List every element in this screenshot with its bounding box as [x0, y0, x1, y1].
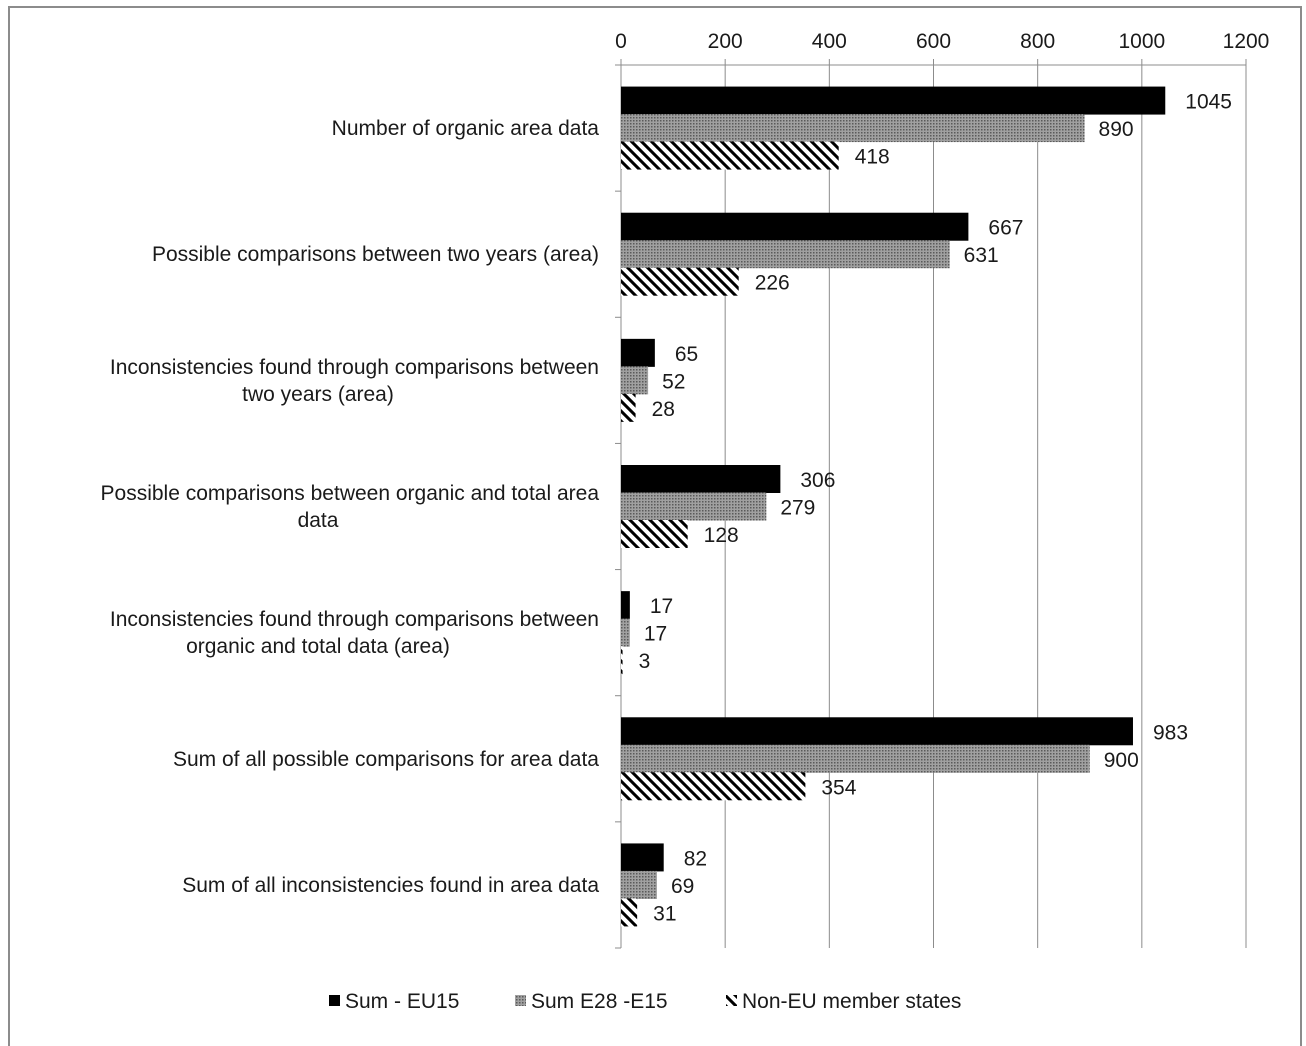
legend-swatch [726, 995, 737, 1006]
x-tick-label: 0 [615, 30, 627, 53]
category-label: Possible comparisons between organic and… [101, 482, 600, 505]
legend-label: Non-EU member states [742, 990, 961, 1013]
data-label: 1045 [1185, 91, 1232, 114]
legend-label: Sum - EU15 [345, 990, 459, 1013]
bar-sum-eu15 [621, 843, 664, 872]
data-label: 52 [662, 370, 685, 393]
category-label: Inconsistencies found through comparison… [110, 608, 599, 631]
data-label: 631 [964, 244, 999, 267]
bars [621, 86, 1166, 927]
bar-sum-e28-e15 [621, 492, 767, 521]
data-label: 900 [1104, 749, 1139, 772]
bar-non-eu-member-states [621, 898, 638, 927]
data-label: 983 [1153, 721, 1188, 744]
bar-non-eu-member-states [621, 520, 688, 548]
data-label: 667 [988, 217, 1023, 240]
bar-sum-e28-e15 [621, 240, 950, 269]
x-tick-label: 1000 [1118, 30, 1165, 53]
data-label: 3 [639, 650, 651, 673]
legend-swatch [515, 995, 526, 1006]
category-label: Possible comparisons between two years (… [152, 243, 599, 266]
bar-sum-eu15 [621, 86, 1166, 115]
data-label: 17 [650, 595, 673, 618]
category-label: Number of organic area data [332, 117, 600, 140]
category-label: data [298, 509, 339, 532]
bar-sum-e28-e15 [621, 870, 657, 899]
bar-non-eu-member-states [621, 772, 806, 801]
data-label: 128 [704, 524, 739, 547]
x-tick-label: 200 [708, 30, 743, 53]
labels: Number of organic area data 1045 890 418 Pos… [101, 91, 1232, 926]
data-label: 890 [1099, 118, 1134, 141]
bar-non-eu-member-states [621, 646, 623, 675]
bar-sum-eu15 [621, 465, 781, 493]
category-label: Inconsistencies found through comparison… [110, 356, 599, 379]
legend-label: Sum E28 -E15 [531, 990, 668, 1013]
bar-sum-e28-e15 [621, 618, 630, 647]
data-label: 65 [675, 343, 698, 366]
data-label: 226 [755, 272, 790, 295]
bar-sum-eu15 [621, 338, 655, 367]
x-tick-label: 400 [812, 30, 847, 53]
data-label: 17 [644, 623, 667, 646]
bar-sum-eu15 [621, 591, 630, 620]
data-label: 306 [800, 469, 835, 492]
bar-non-eu-member-states [621, 393, 636, 422]
bar-sum-e28-e15 [621, 366, 649, 395]
category-label: two years (area) [242, 383, 394, 406]
x-tick-label: 1200 [1223, 30, 1270, 53]
bar-sum-eu15 [621, 212, 969, 241]
legend-swatch [329, 995, 340, 1006]
bar-sum-e28-e15 [621, 114, 1085, 143]
data-label: 418 [855, 146, 890, 169]
legend: Sum - EU15 Sum E28 -E15 Non-EU member stat… [329, 990, 961, 1013]
bar-sum-e28-e15 [621, 744, 1090, 773]
bar-sum-eu15 [621, 717, 1133, 746]
x-tick-label: 800 [1020, 30, 1055, 53]
category-label: Sum of all possible comparisons for area… [173, 748, 599, 771]
data-label: 28 [652, 398, 675, 421]
data-label: 354 [821, 776, 856, 799]
category-label: organic and total data (area) [186, 635, 450, 658]
data-label: 69 [671, 875, 694, 898]
data-label: 82 [684, 847, 707, 870]
bar-non-eu-member-states [621, 141, 839, 170]
category-label: Sum of all inconsistencies found in area… [182, 874, 599, 897]
bar-non-eu-member-states [621, 267, 739, 296]
data-label: 31 [653, 902, 676, 925]
data-label: 279 [780, 497, 815, 520]
x-tick-label: 600 [916, 30, 951, 53]
